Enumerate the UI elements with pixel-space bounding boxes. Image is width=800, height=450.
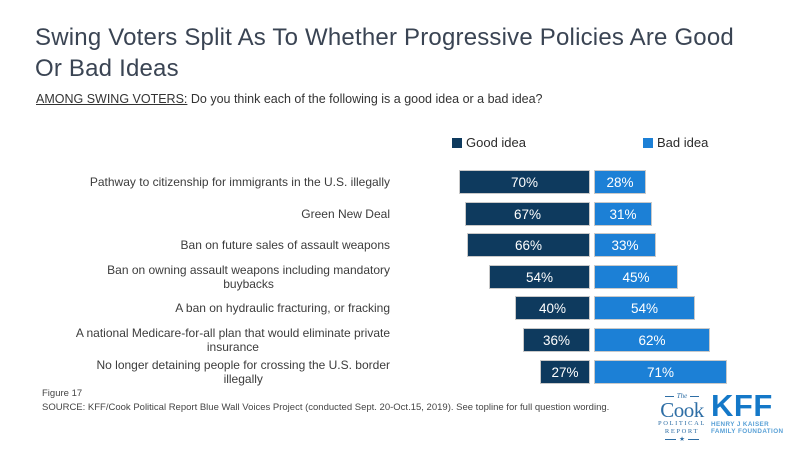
kff-logo-subtext: HENRY J KAISER FAMILY FOUNDATION	[711, 421, 783, 435]
bad-idea-bar: 28%	[594, 170, 646, 194]
category-label: Pathway to citizenship for immigrants in…	[89, 174, 390, 189]
good-idea-value: 67%	[513, 206, 542, 222]
page-title: Swing Voters Split As To Whether Progres…	[35, 22, 795, 84]
bad-idea-swatch-icon	[643, 137, 653, 148]
bad-idea-bar: 71%	[594, 360, 727, 384]
good-idea-bar: 67%	[465, 202, 590, 226]
category-label: A ban on hydraulic fracturing, or fracki…	[175, 300, 390, 315]
category-label: Ban on owning assault weapons including …	[107, 262, 390, 292]
source-note: SOURCE: KFF/Cook Political Report Blue W…	[42, 402, 610, 413]
bad-idea-bar: 31%	[594, 202, 652, 226]
bad-idea-value: 31%	[609, 206, 637, 222]
bad-idea-value: 28%	[606, 174, 634, 190]
chart-question: AMONG SWING VOTERS: Do you think each of…	[36, 91, 543, 107]
title-line-2: Or Bad Ideas	[35, 55, 179, 82]
good-idea-bar: 66%	[467, 233, 590, 257]
kff-logo-sub1: HENRY J KAISER	[711, 421, 770, 428]
bad-idea-value: 45%	[622, 269, 650, 285]
good-idea-value: 40%	[538, 300, 567, 316]
bad-idea-bar: 54%	[594, 296, 695, 320]
bad-idea-bar: 62%	[594, 328, 710, 352]
kff-logo-name: KFF	[711, 388, 773, 423]
good-idea-value: 36%	[542, 332, 571, 348]
bad-idea-value: 54%	[630, 300, 659, 316]
kff-logo: KFF HENRY J KAISER FAMILY FOUNDATION	[711, 388, 783, 435]
legend-item-bad-idea: Bad idea	[643, 135, 708, 150]
good-idea-bar: 27%	[540, 360, 590, 384]
legend-item-good-idea: Good idea	[452, 135, 526, 150]
good-idea-bar: 54%	[489, 265, 590, 289]
question-text: Do you think each of the following is a …	[187, 92, 543, 106]
good-idea-bar: 40%	[515, 296, 590, 320]
cook-logo-report: REPORT	[664, 427, 700, 435]
good-idea-value: 27%	[551, 364, 579, 380]
bad-idea-bar: 45%	[594, 265, 678, 289]
among-swing-voters-label: AMONG SWING VOTERS:	[36, 92, 188, 106]
bad-idea-value: 33%	[611, 237, 639, 253]
cook-logo-the: The	[654, 393, 710, 400]
category-label: Ban on future sales of assault weapons	[180, 237, 390, 252]
cook-logo-name: Cook	[660, 398, 704, 422]
category-label: A national Medicare-for-all plan that wo…	[75, 325, 390, 355]
good-idea-swatch-icon	[452, 137, 462, 148]
star-icon: ★	[654, 435, 710, 444]
good-idea-value: 66%	[514, 237, 543, 253]
cook-logo-political: POLITICAL	[658, 420, 706, 427]
legend-label-bad: Bad idea	[657, 135, 709, 150]
kff-logo-sub2: FAMILY FOUNDATION	[711, 428, 784, 436]
cook-political-report-logo: The Cook POLITICAL REPORT ★	[654, 393, 710, 444]
bad-idea-bar: 33%	[594, 233, 656, 257]
category-label: No longer detaining people for crossing …	[96, 357, 390, 387]
good-idea-bar: 70%	[459, 170, 590, 194]
bad-idea-value: 71%	[646, 364, 675, 380]
good-idea-value: 54%	[525, 269, 554, 285]
good-idea-bar: 36%	[523, 328, 590, 352]
good-idea-value: 70%	[510, 174, 539, 190]
bad-idea-value: 62%	[638, 332, 666, 348]
legend-label-good: Good idea	[466, 135, 526, 150]
title-line-1: Swing Voters Split As To Whether Progres…	[35, 24, 734, 51]
category-label: Green New Deal	[301, 206, 390, 221]
figure-number: Figure 17	[42, 388, 83, 399]
